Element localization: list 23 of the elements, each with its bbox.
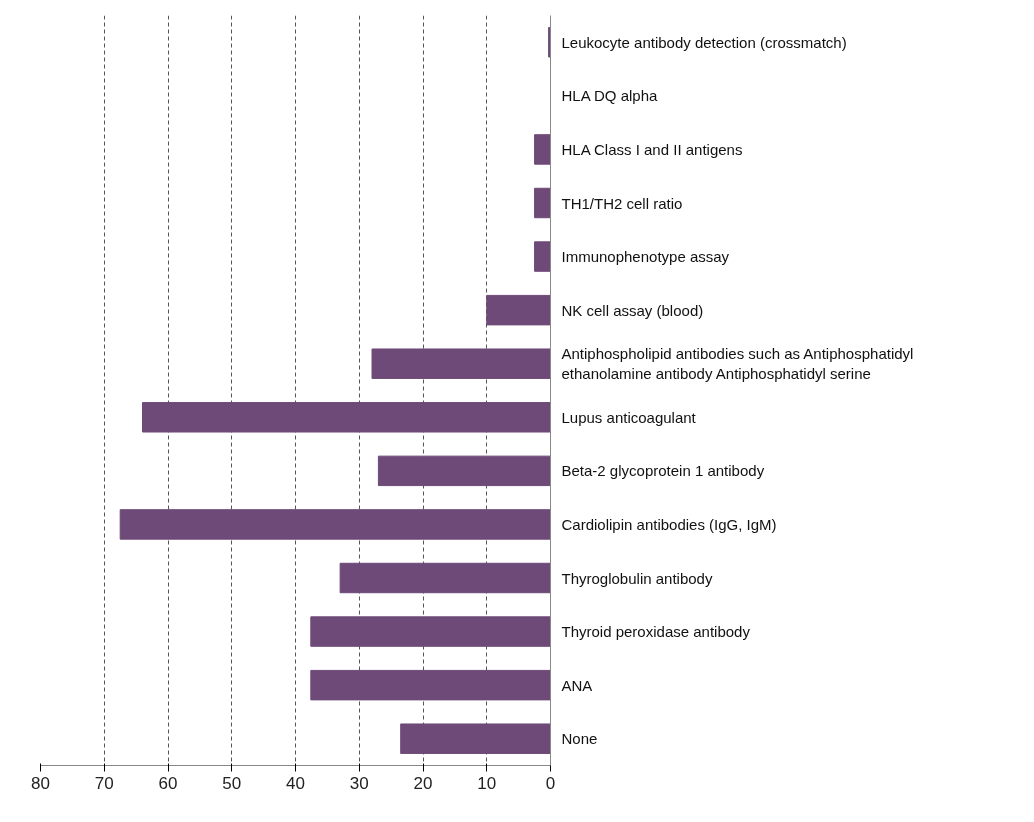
y-tick-label: Antiphospholipid antibodies such as Antiphosphatidyl ethanolamine antibody Antiphosphatidyl serine <box>561 345 914 383</box>
y-tick-label: Beta-2 glycoprotein 1 antibody <box>561 462 765 480</box>
y-tick-label: TH1/TH2 cell ratio <box>561 194 683 212</box>
y-tick-label: HLA DQ alpha <box>561 87 659 105</box>
x-tick-label: 0 <box>545 773 556 793</box>
y-tick-label: ANA <box>561 676 593 694</box>
x-tick-label: 10 <box>477 773 497 793</box>
y-tick-label: Lupus anticoagulant <box>561 408 697 426</box>
x-tick-label: 80 <box>31 773 50 793</box>
x-tick-label: 30 <box>349 773 369 793</box>
x-tick-label: 60 <box>158 773 178 793</box>
y-tick-label: Thyroglobulin antibody <box>561 569 713 587</box>
y-tick-label: NK cell assay (blood) <box>561 301 704 319</box>
y-tick-label: Immunophenotype assay <box>561 248 730 266</box>
x-tick-label: 20 <box>413 773 433 793</box>
y-tick-label: Leukocyte antibody detection (crossmatch) <box>561 33 847 51</box>
y-tick-label: HLA Class I and II antigens <box>561 140 743 158</box>
y-tick-label: Thyroid peroxidase antibody <box>561 623 751 641</box>
x-tick-label: 40 <box>286 773 305 793</box>
x-tick-label: 70 <box>94 773 114 793</box>
y-tick-label: None <box>561 730 598 748</box>
y-tick-label: Cardiolipin antibodies (IgG, IgM) <box>561 515 777 533</box>
x-tick-label: 50 <box>222 773 242 793</box>
